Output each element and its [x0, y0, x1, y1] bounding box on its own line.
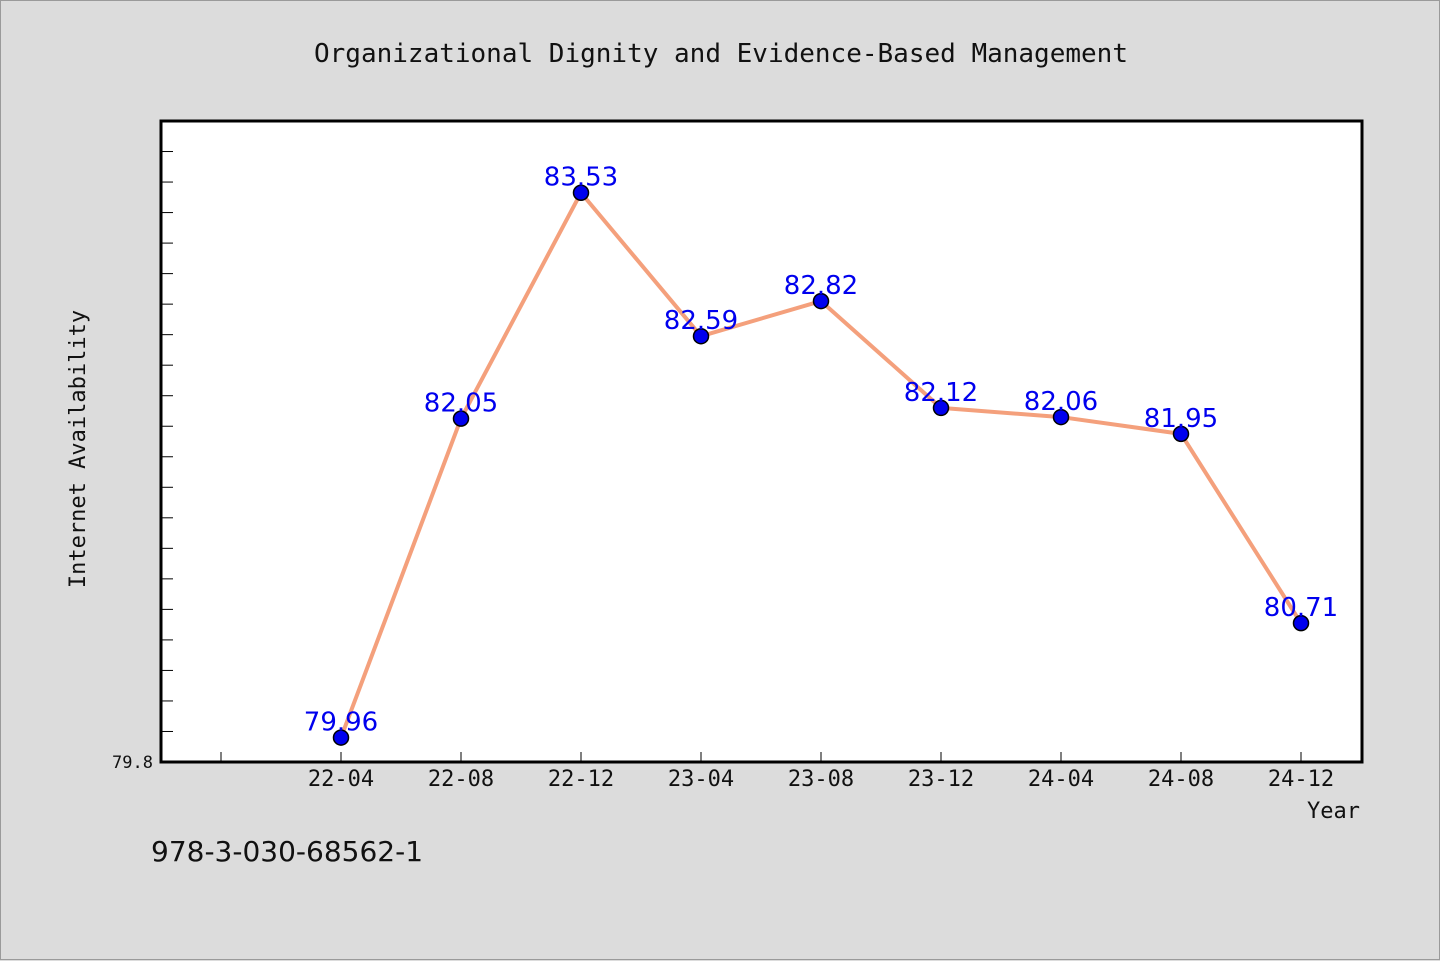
- data-point-24-12: [1292, 614, 1310, 632]
- data-point-23-04: [692, 327, 710, 345]
- chart-title: Organizational Dignity and Evidence-Base…: [314, 39, 1128, 69]
- data-point-24-04: [1052, 408, 1070, 426]
- data-label-23-04: 82.59: [664, 306, 738, 336]
- data-point-24-08: [1172, 425, 1190, 443]
- data-label-23-08: 82.82: [784, 271, 858, 301]
- data-point-23-12: [932, 399, 950, 417]
- data-labels: 79.96 82.05 83.53 82.59 82.82 82.12 82.06 81.95…: [304, 163, 1338, 738]
- data-point-22-08: [452, 410, 470, 427]
- data-label-24-04: 82.06: [1024, 387, 1098, 417]
- data-label-22-04: 79.96: [304, 708, 378, 738]
- data-label-24-12: 80.71: [1264, 593, 1338, 623]
- x-tick-label-24-12: 24-12: [1268, 767, 1334, 792]
- isbn-caption: 978-3-030-68562-1: [151, 835, 424, 868]
- x-tick-label-22-04: 22-04: [308, 767, 374, 792]
- x-tick-label-24-08: 24-08: [1148, 767, 1214, 792]
- data-point-22-04: [332, 729, 350, 746]
- data-label-23-12: 82.12: [904, 378, 978, 408]
- x-tick-label-23-08: 23-08: [788, 767, 854, 792]
- y-axis-label: Internet Availability: [66, 310, 91, 588]
- plot-area: [159, 119, 1364, 764]
- y-axis-ticks: [161, 151, 173, 732]
- x-axis-ticks: [220, 752, 1302, 762]
- data-label-22-08: 82.05: [424, 389, 498, 419]
- x-axis-tick-labels: 22-04 22-08 22-12 23-04 23-08 23-12 24-04 24-08…: [308, 767, 1334, 792]
- x-tick-label-23-04: 23-04: [668, 767, 734, 792]
- x-tick-label-22-12: 22-12: [548, 767, 614, 792]
- data-point-23-08: [812, 292, 830, 310]
- y-axis-tick-labels: 79.8: [112, 753, 153, 773]
- x-axis-label: Year: [1307, 799, 1360, 824]
- data-label-22-12: 83.53: [544, 163, 618, 193]
- series-markers: [332, 184, 1310, 746]
- data-label-24-08: 81.95: [1144, 404, 1218, 434]
- y-tick-label-0: 79.8: [112, 753, 153, 773]
- data-point-22-12: [572, 184, 590, 201]
- x-tick-label-23-12: 23-12: [908, 767, 974, 792]
- x-tick-label-22-08: 22-08: [428, 767, 494, 792]
- x-tick-label-24-04: 24-04: [1028, 767, 1094, 792]
